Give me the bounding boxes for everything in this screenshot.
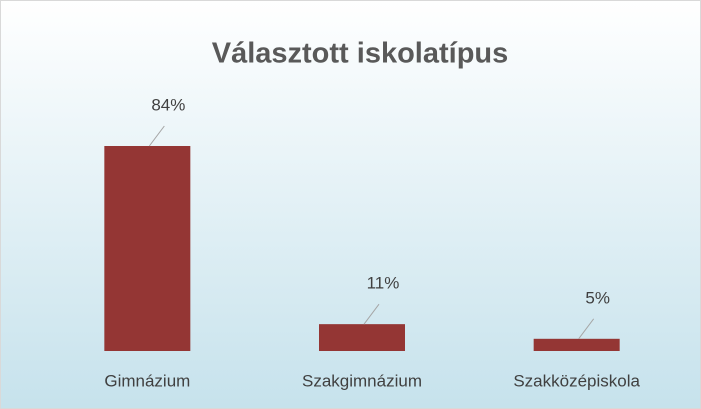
data-label: 5% — [585, 288, 610, 307]
x-tick-label: Gimnázium — [104, 371, 190, 390]
data-label: 11% — [367, 274, 400, 293]
bar — [319, 324, 405, 351]
leader-line — [148, 125, 165, 147]
leader-line — [578, 318, 595, 340]
x-tick-label: Szakközépiskola — [513, 371, 640, 390]
chart-title: Választott iskolatípus — [212, 38, 509, 70]
bar — [533, 338, 620, 351]
x-tick-label: Szakgimnázium — [302, 371, 422, 390]
bar — [104, 146, 191, 351]
leader-line — [363, 303, 380, 325]
data-label: 84% — [151, 95, 185, 114]
